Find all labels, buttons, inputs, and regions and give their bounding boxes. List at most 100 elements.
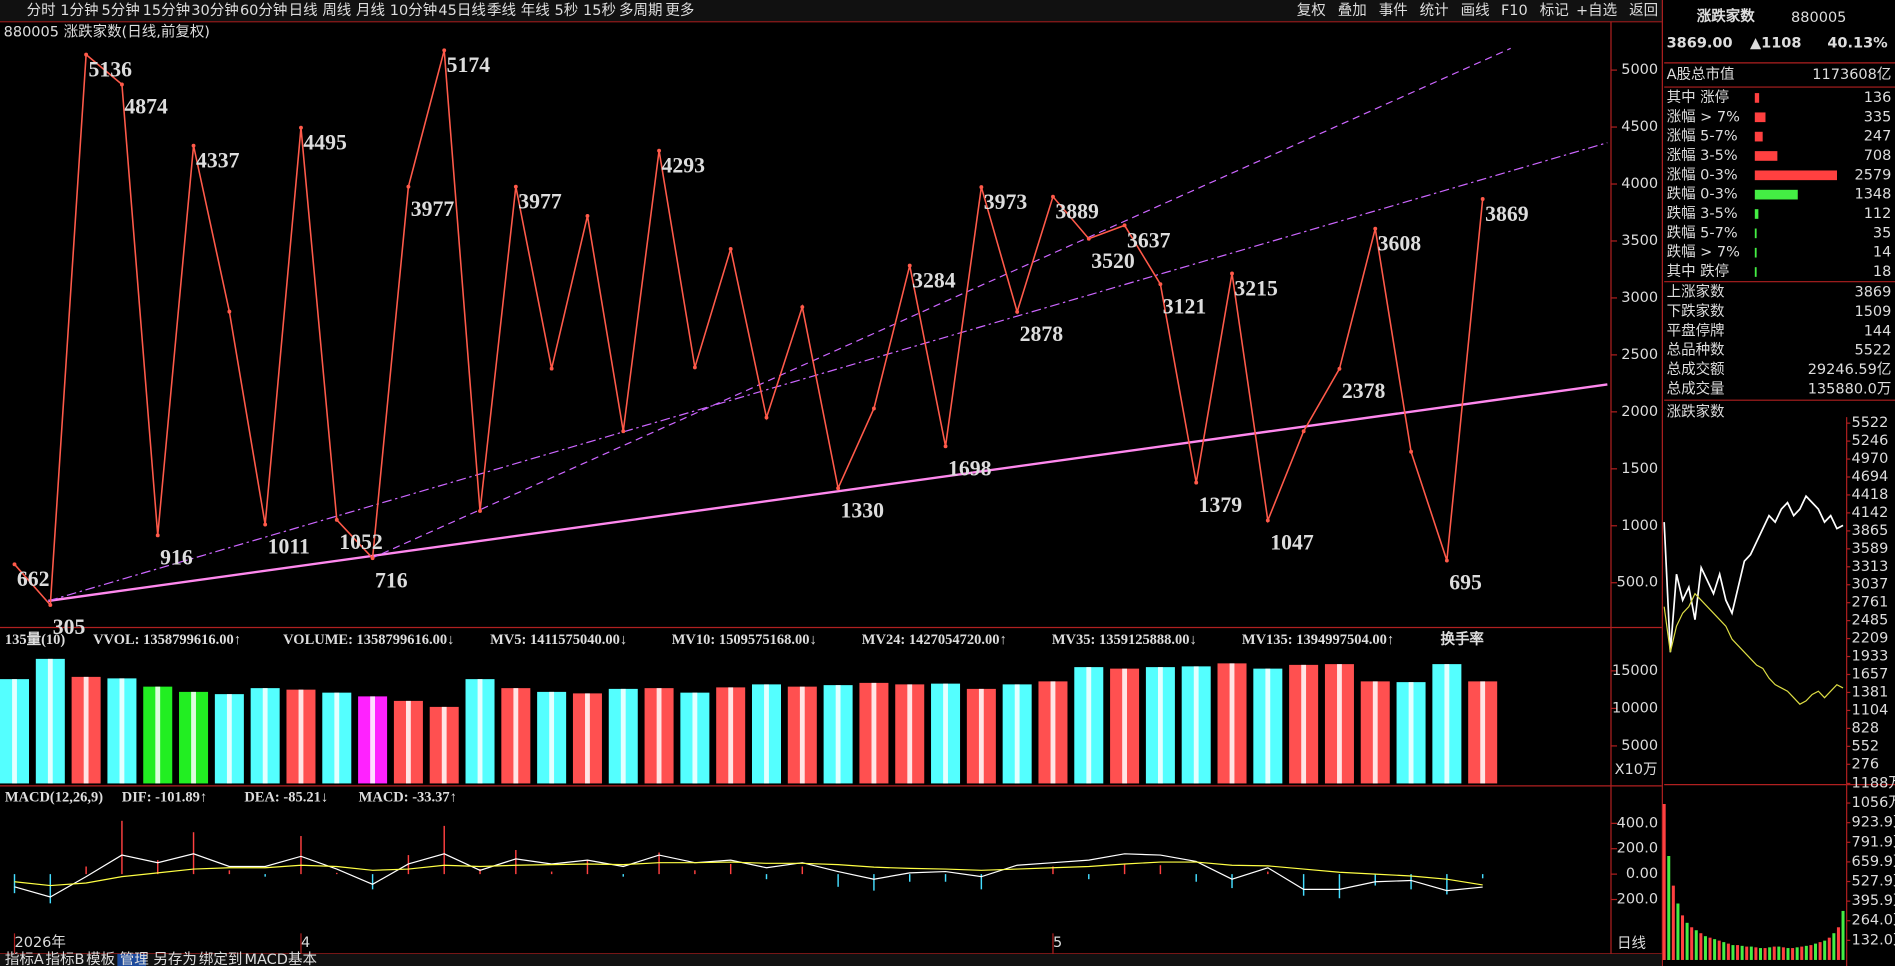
period-button[interactable]: 1分钟 [60,2,98,19]
line [13,50,1484,607]
volume-bar-stripe [1444,664,1450,784]
breadth-value: 35 [1873,225,1891,241]
volume-bar-stripe [191,691,196,784]
breadth-value: 2579 [1854,167,1891,183]
point [1086,236,1091,241]
y-tick-label: 3865 [1851,523,1888,539]
volume-bar-stripe [1086,667,1092,784]
y-tick-label: 2485 [1851,613,1888,629]
point-label: 305 [53,615,86,639]
point [728,247,733,251]
period-button[interactable]: 10分钟 [390,2,437,19]
action-button[interactable]: 标记 [1540,2,1569,19]
breadth-bar [1754,112,1766,123]
period-button[interactable]: 45日线 [438,2,485,19]
point [621,429,626,434]
period-button[interactable]: 月线 [356,2,385,19]
point [1015,309,1020,314]
point-label: 4874 [124,95,168,119]
period-button[interactable]: 15秒 [583,2,616,19]
point-label: 1047 [1270,531,1314,555]
point-label: 3977 [518,190,562,214]
quote-change: ▲1108 [1750,36,1802,52]
point [1051,194,1055,199]
breadth-label: 跌幅 5-7% [1667,224,1738,241]
period-button[interactable]: 年线 [521,2,550,19]
indicator-header: MACD(12,26,9) [5,789,103,805]
action-button[interactable]: 画线 [1461,2,1490,19]
tab[interactable]: 模板 [86,950,115,966]
action-button[interactable]: 返回 [1629,2,1658,19]
point-label: 916 [160,546,193,570]
tab[interactable]: 管理 [120,951,149,966]
period-button[interactable]: 15分钟 [143,2,190,19]
point [48,603,53,607]
stat-label: 平盘停牌 [1667,321,1725,339]
y-tick-label: 791.9万 [1851,834,1895,850]
tab[interactable]: 绑定到 [199,951,242,966]
volume-bar-stripe [1408,682,1414,784]
point [1230,271,1234,276]
point [478,509,482,513]
action-button[interactable]: F10 [1501,3,1528,19]
tab[interactable]: 指标B [46,951,85,966]
period-button[interactable]: 更多 [665,2,694,19]
action-button[interactable]: 事件 [1379,2,1408,19]
point-label: 1011 [268,535,310,559]
action-button[interactable]: 叠加 [1338,2,1367,19]
point [1301,429,1306,434]
y-tick-label: 4142 [1851,505,1888,521]
stat-value: 144 [1864,323,1892,339]
period-button[interactable]: 30分钟 [191,2,238,19]
action-button[interactable]: 复权 [1297,1,1326,19]
volume-bar-stripe [47,658,53,784]
action-button[interactable]: +自选 [1576,2,1617,19]
period-button[interactable]: 5分钟 [101,2,139,19]
y-tick-label: 200.0 [1617,841,1659,857]
volume-bar-stripe [1014,684,1020,784]
y-tick-label: 2209 [1851,631,1888,647]
y-tick-label: 1500 [1621,461,1658,477]
y-tick-label: 5000 [1621,62,1658,78]
y-tick-label: 527.9万 [1851,874,1895,890]
point-label: 3869 [1485,202,1529,226]
volume-bar-stripe [1193,666,1199,784]
point-label: 695 [1449,571,1482,595]
point-label: 1052 [339,530,382,554]
point-label: 4337 [196,149,240,173]
date-label: 4 [301,935,310,951]
period-button[interactable]: 5秒 [554,2,578,19]
volume-bar-stripe [620,688,626,784]
point [442,48,447,53]
point [1409,449,1413,454]
period-button[interactable]: 周线 [322,2,351,19]
period-button[interactable]: 日线 [289,2,318,19]
period-button[interactable]: 季线 [487,2,516,19]
volume-bar-stripe [1480,681,1486,784]
y-tick-label: 1104 [1851,702,1888,718]
volume-bar-stripe [799,686,805,784]
volume-bar-stripe [262,688,268,784]
tab[interactable]: 指标A [5,951,44,966]
y-tick-label: 5000 [1621,738,1658,754]
point [585,213,590,218]
point-label: 4293 [661,154,705,178]
point [299,125,303,130]
tab[interactable]: MACD基本 [244,951,316,966]
point-label: 5174 [447,53,491,77]
tab[interactable]: 另存为 [153,951,196,966]
point [657,148,662,153]
y-tick-label: 15000 [1612,663,1658,679]
period-button[interactable]: 60分钟 [240,2,287,19]
volume-bar-stripe [477,679,483,784]
volume-bar-stripe [12,679,17,784]
period-button[interactable]: 多周期 [619,2,662,19]
period-button[interactable]: 分时 [27,2,56,19]
y-tick-label: 1657 [1851,666,1888,682]
point [1194,480,1199,485]
point [12,562,17,567]
y-tick-label: 2761 [1851,595,1888,611]
stat-label: 总品种数 [1667,342,1725,359]
volume-bar-stripe [978,688,984,784]
action-button[interactable]: 统计 [1420,2,1449,19]
